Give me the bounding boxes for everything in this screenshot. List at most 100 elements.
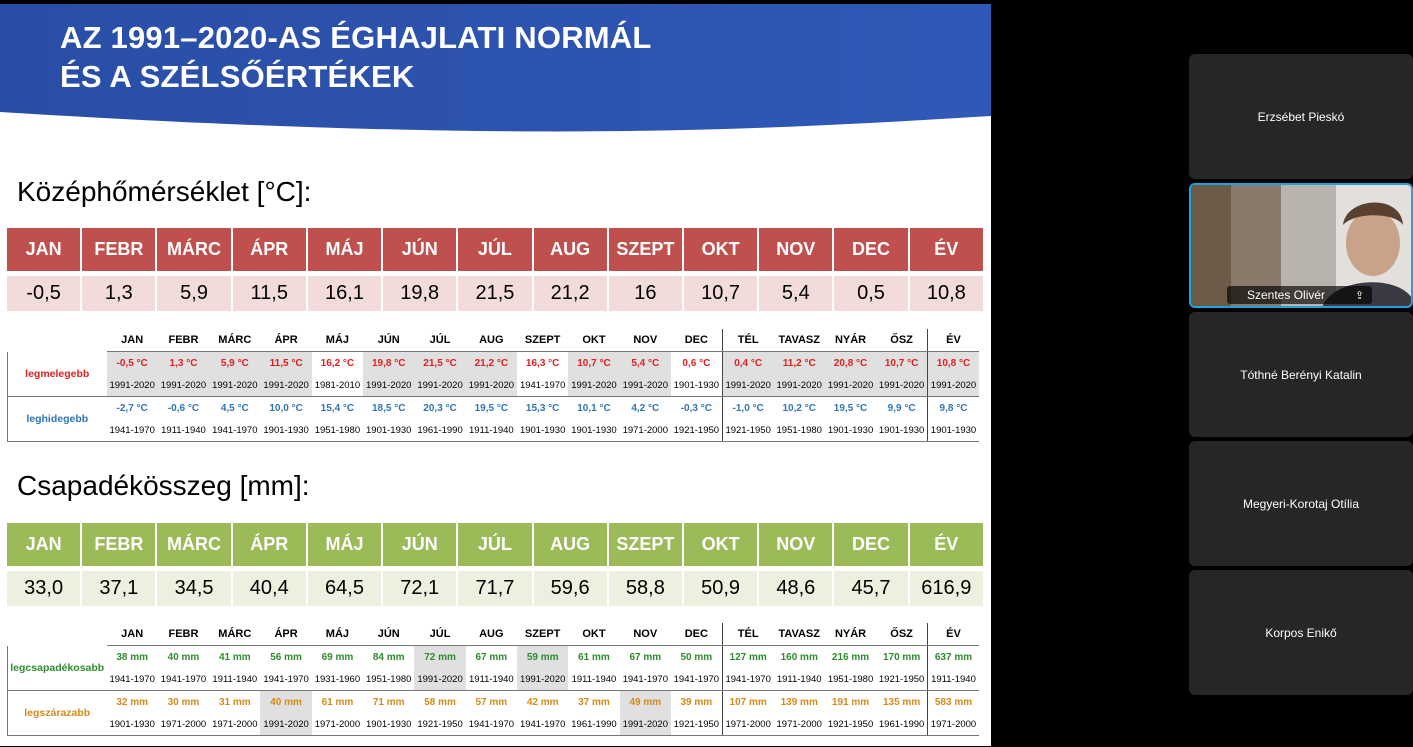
period-header: ÉV: [927, 329, 979, 352]
period-header: FEBR: [157, 623, 210, 646]
extreme-value: 9,9 °C: [887, 402, 916, 414]
extreme-period: 1991-2020: [619, 713, 671, 736]
extreme-period: 1991-2020: [876, 374, 928, 397]
extreme-period: 1911-1940: [773, 668, 825, 691]
participant-name: Megyeri-Korotaj Otília: [1242, 496, 1360, 511]
extreme-period: 1991-2020: [465, 374, 517, 397]
extreme-value: 41 mm: [218, 651, 251, 663]
precipitation-table: JAN FEBR MÁRC ÁPR MÁJ JÚN JÚL AUG SZEPT OKT NOV DEC…: [5, 523, 985, 606]
precipitation-heading: Csapadékösszeg [mm]:: [17, 470, 310, 501]
temperature-value: 16,1: [307, 276, 382, 311]
row-label-spacer: [8, 623, 107, 646]
extreme-value: 9,8 °C: [927, 396, 979, 419]
period-header: ŐSZ: [876, 329, 928, 352]
extreme-period: 1991-2020: [517, 668, 569, 691]
title-banner: [0, 4, 991, 144]
period-header: OKT: [568, 329, 620, 352]
extreme-period: 1911-1940: [465, 419, 517, 442]
extreme-value: 58 mm: [424, 696, 456, 708]
extreme-value: -0,3 °C: [680, 402, 712, 414]
extreme-value: 15,3 °C: [525, 402, 560, 414]
extreme-period: 1941-1970: [721, 668, 774, 691]
extreme-period: 1931-1960: [311, 668, 364, 691]
extreme-period: 1911-1940: [568, 668, 620, 691]
temperature-value: 5,4: [759, 276, 833, 311]
participant-tile[interactable]: Megyeri-Korotaj Otília: [1189, 441, 1413, 566]
extreme-value: 39 mm: [680, 696, 713, 708]
precipitation-value: 40,4: [232, 571, 306, 606]
extreme-period: 1991-2020: [414, 668, 466, 691]
extreme-period: 1921-1950: [670, 713, 723, 736]
extreme-period: 1921-1950: [876, 668, 928, 691]
period-header: JAN: [106, 329, 158, 352]
period-header: TAVASZ: [773, 623, 825, 646]
period-header: NYÁR: [824, 329, 877, 352]
extreme-period: 1941-1970: [260, 668, 312, 691]
extreme-period: 1991-2020: [260, 374, 312, 397]
precipitation-value: 616,9: [909, 571, 983, 606]
extreme-value: 19,8 °C: [363, 351, 415, 374]
period-header: SZEPT: [517, 329, 569, 352]
extreme-period: 1991-2020: [619, 374, 671, 397]
month-header: ÁPR: [232, 228, 306, 271]
period-header: ÁPR: [260, 623, 312, 646]
period-header: ÁPR: [260, 329, 312, 352]
presentation-slide: AZ 1991–2020-AS ÉGHAJLATI NORMÁL ÉS A SZ…: [0, 4, 991, 746]
extreme-value: 160 mm: [780, 651, 818, 663]
period-header: DEC: [670, 329, 723, 352]
temperature-table: JAN FEBR MÁRC ÁPR MÁJ JÚN JÚL AUG SZEPT OKT NOV DEC…: [5, 228, 985, 311]
extreme-period: 1981-2010: [311, 374, 364, 397]
participant-tile[interactable]: Tóthné Berényi Katalin: [1189, 312, 1413, 437]
extreme-period: 1911-1940: [157, 419, 210, 442]
extreme-period: 1951-1980: [363, 668, 415, 691]
extreme-value: 57 mm: [475, 696, 508, 708]
extreme-value: 69 mm: [321, 651, 354, 663]
temperature-heading: Középhőmérséklet [°C]:: [17, 176, 312, 207]
slide-title: AZ 1991–2020-AS ÉGHAJLATI NORMÁL ÉS A SZ…: [60, 18, 652, 96]
temperature-value: 1,3: [82, 276, 156, 311]
extreme-value: 16,3 °C: [525, 357, 560, 369]
extreme-value: 11,2 °C: [773, 351, 825, 374]
extreme-value: 18,5 °C: [371, 402, 406, 414]
participant-tile[interactable]: Korpos Enikő: [1189, 570, 1413, 695]
participant-name: Tóthné Berényi Katalin: [1240, 367, 1362, 382]
extreme-value: 40 mm: [260, 690, 312, 713]
participant-tile[interactable]: Erzsébet Pieskó: [1189, 54, 1413, 179]
extreme-value: 31 mm: [218, 696, 251, 708]
extreme-value: 37 mm: [578, 696, 610, 708]
extreme-period: 1991-2020: [927, 374, 979, 397]
extreme-value: 71 mm: [372, 696, 405, 708]
extreme-period: 1991-2020: [363, 374, 415, 397]
extreme-period: 1911-1940: [927, 668, 979, 691]
temperature-value: 0,5: [834, 276, 908, 311]
participant-name: Korpos Enikő: [1265, 625, 1337, 640]
month-header: AUG: [533, 523, 607, 566]
extreme-value: 72 mm: [414, 645, 466, 668]
extreme-period: 1941-1970: [670, 668, 723, 691]
precipitation-value: 72,1: [383, 571, 457, 606]
extreme-period: 1901-1930: [106, 713, 158, 736]
temperature-extremes-table: JAN FEBR MÁRC ÁPR MÁJ JÚN JÚL AUG SZEPT OKT NOV DEC…: [7, 329, 979, 442]
month-header: OKT: [683, 228, 758, 271]
month-header: SZEPT: [608, 228, 682, 271]
temperature-value: 21,5: [458, 276, 532, 311]
extreme-period: 1941-1970: [465, 713, 517, 736]
extreme-value: 49 mm: [619, 690, 671, 713]
extreme-period: 1991-2020: [260, 713, 312, 736]
extreme-value: 191 mm: [831, 696, 870, 708]
title-line-2: ÉS A SZÉLSŐÉRTÉKEK: [60, 59, 415, 94]
wet-row-label: legcsapadékosabb: [7, 645, 107, 691]
month-header: MÁRC: [157, 523, 231, 566]
extreme-value: 30 mm: [167, 696, 200, 708]
period-header: FEBR: [157, 329, 210, 352]
extreme-value: -1,0 °C: [721, 396, 774, 419]
extreme-period: 1901-1930: [260, 419, 312, 442]
precipitation-value: 64,5: [307, 571, 382, 606]
participant-tile-active-speaker[interactable]: Szentes Olivér ⇪: [1189, 183, 1413, 308]
extreme-period: 1961-1990: [414, 419, 466, 442]
extreme-period: 1971-2000: [927, 713, 979, 736]
extreme-value: 1,3 °C: [157, 351, 210, 374]
extreme-value: 10,1 °C: [577, 402, 611, 414]
period-header: JÚN: [363, 329, 415, 352]
extreme-value: 59 mm: [517, 645, 569, 668]
